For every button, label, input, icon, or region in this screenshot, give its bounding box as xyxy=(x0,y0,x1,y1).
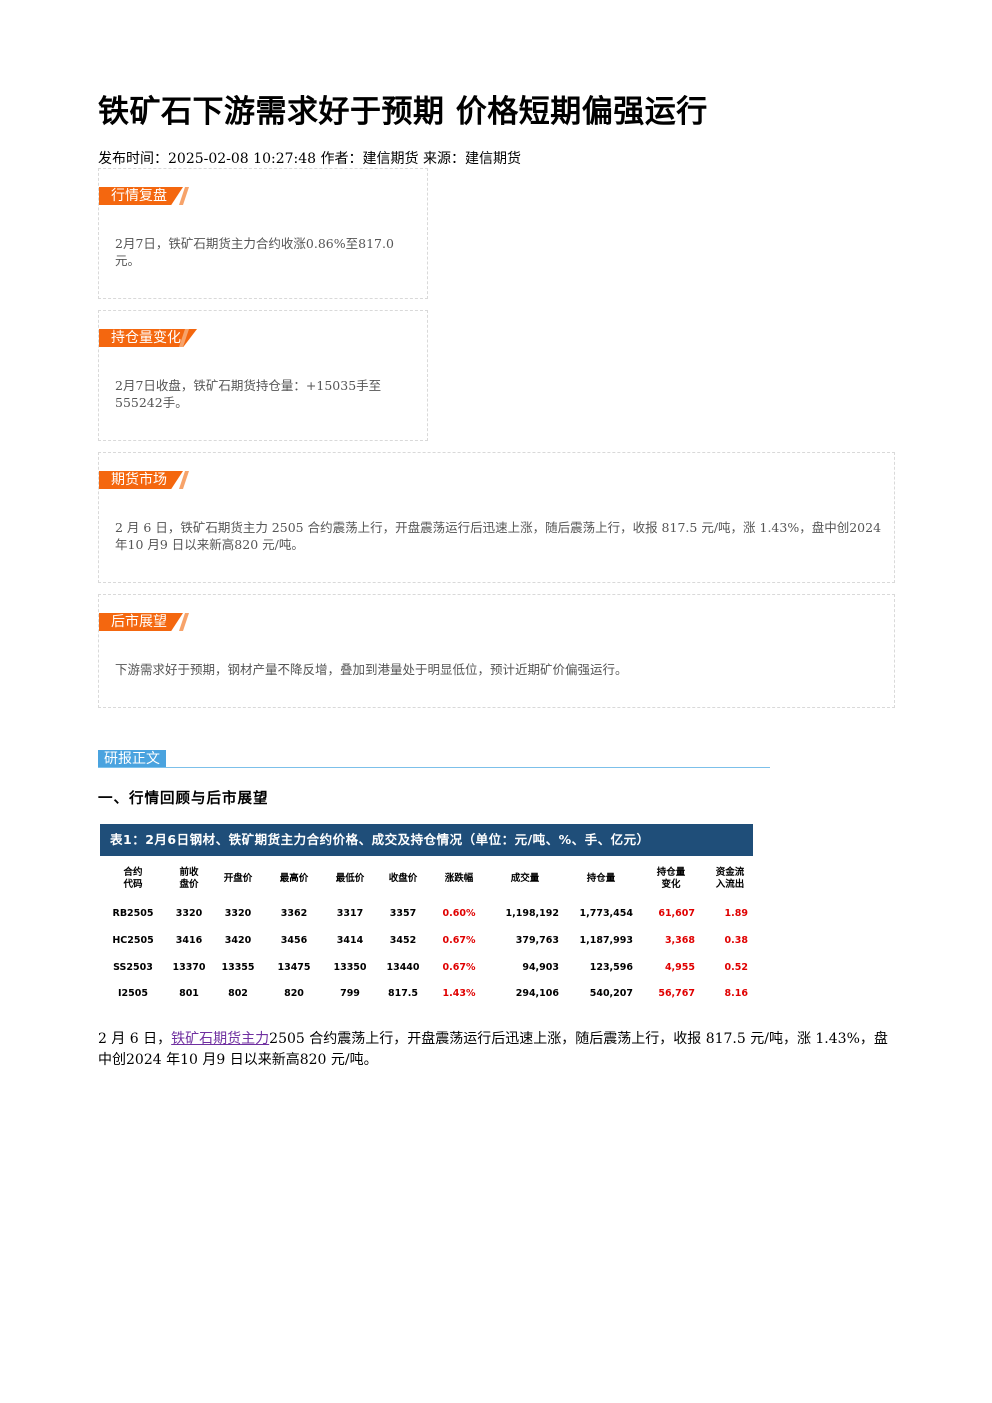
table-cell: 0.60% xyxy=(442,908,476,919)
tag-tail-decoration xyxy=(179,613,189,631)
section-futures-market: 期货市场 2 月 6 日，铁矿石期货主力 2505 合约震荡上行，开盘震荡运行后… xyxy=(98,452,895,583)
section-text: 下游需求好于预期，钢材产量不降反增，叠加到港量处于明显低位，预计近期矿价偏强运行… xyxy=(115,662,628,677)
table-cell: 3320 xyxy=(175,908,203,919)
section-open-interest: 持仓量变化 2月7日收盘，铁矿石期货持仓量：+15035手至555242手。 xyxy=(98,310,428,441)
table-cell: 0.67% xyxy=(442,935,476,946)
table-cell: 13355 xyxy=(221,962,255,973)
table-col-header-line: 代码 xyxy=(123,879,143,890)
table-col-header-line: 开盘价 xyxy=(223,873,253,884)
table-col-header-line: 资金流 xyxy=(715,867,745,878)
tag-tail-decoration xyxy=(179,187,189,205)
para-after: 2505 合约震荡上行，开盘震荡运行后迅速上涨，随后震荡上行，收报 817.5 … xyxy=(98,1031,888,1068)
table-cell: 13440 xyxy=(386,962,420,973)
table-cell: 1,198,192 xyxy=(505,908,560,919)
table-cell: 3317 xyxy=(336,908,364,919)
table-cell: 13475 xyxy=(277,962,311,973)
table-col-header-line: 成交量 xyxy=(510,873,540,884)
table-cell: 294,106 xyxy=(515,988,559,999)
section-text: 2月7日收盘，铁矿石期货持仓量：+15035手至555242手。 xyxy=(115,378,382,410)
table-cell: 13350 xyxy=(333,962,367,973)
table-col-header: 涨跌幅 xyxy=(434,873,484,885)
table-col-header-line: 变化 xyxy=(661,879,681,890)
tag-tail-decoration xyxy=(179,471,189,489)
section-text: 2月7日，铁矿石期货主力合约收涨0.86%至817.0元。 xyxy=(115,236,394,268)
table-col-header-line: 最低价 xyxy=(335,873,365,884)
table-cell: RB2505 xyxy=(112,908,154,919)
table-cell: 817.5 xyxy=(387,988,419,999)
section-tag: 后市展望 xyxy=(99,613,183,631)
table-col-header: 收盘价 xyxy=(378,873,428,885)
table-col-header: 最低价 xyxy=(325,873,375,885)
table-col-header: 前收 盘价 xyxy=(164,867,214,891)
tag-tail-decoration xyxy=(179,329,189,347)
table-col-header-line: 涨跌幅 xyxy=(444,873,474,884)
table-cell: 1.89 xyxy=(724,908,748,919)
section-market-review: 行情复盘 2月7日，铁矿石期货主力合约收涨0.86%至817.0元。 xyxy=(98,168,428,299)
section-outlook: 后市展望 下游需求好于预期，钢材产量不降反增，叠加到港量处于明显低位，预计近期矿… xyxy=(98,594,895,708)
table-cell: 540,207 xyxy=(589,988,633,999)
table-cell: 123,596 xyxy=(589,962,633,973)
table-col-header: 资金流 入流出 xyxy=(706,867,754,891)
report-body-tag: 研报正文 xyxy=(98,750,166,768)
table-cell: HC2505 xyxy=(112,935,154,946)
table-cell: I2505 xyxy=(118,988,148,999)
table-cell: 3320 xyxy=(224,908,252,919)
table-cell: 801 xyxy=(179,988,199,999)
table-cell: 94,903 xyxy=(522,962,559,973)
table-col-header-line: 持仓量 xyxy=(586,873,616,884)
section-heading: 一、行情回顾与后市展望 xyxy=(98,791,269,807)
table-cell: 0.67% xyxy=(442,962,476,973)
table-cell: 4,955 xyxy=(664,962,695,973)
table-cell: 820 xyxy=(284,988,304,999)
table-cell: 802 xyxy=(228,988,248,999)
section-tag: 期货市场 xyxy=(99,471,183,489)
table-cell: SS2503 xyxy=(113,962,153,973)
table-cell: 1,187,993 xyxy=(579,935,634,946)
page-title: 铁矿石下游需求好于预期 价格短期偏强运行 xyxy=(98,94,708,130)
publish-meta: 发布时间：2025-02-08 10:27:48 作者：建信期货 来源：建信期货 xyxy=(98,151,521,167)
table-cell: 1.43% xyxy=(442,988,476,999)
table-cell: 8.16 xyxy=(724,988,748,999)
table-col-header: 最高价 xyxy=(269,873,319,885)
table-cell: 3420 xyxy=(224,935,252,946)
section-tag: 持仓量变化 xyxy=(99,329,197,347)
table-cell: 3357 xyxy=(389,908,417,919)
table-cell: 1,773,454 xyxy=(579,908,634,919)
table-col-header-line: 盘价 xyxy=(179,879,199,890)
table-col-header-line: 持仓量 xyxy=(656,867,686,878)
table-cell: 13370 xyxy=(172,962,206,973)
table-caption: 表1：2月6日钢材、铁矿期货主力合约价格、成交及持仓情况（单位：元/吨、%、手、… xyxy=(100,824,753,856)
table-col-header: 合约 代码 xyxy=(105,867,161,891)
table-col-header-line: 前收 xyxy=(179,867,199,878)
table-cell: 0.38 xyxy=(724,935,748,946)
table-col-header-line: 合约 xyxy=(123,867,143,878)
para-link[interactable]: 铁矿石期货主力 xyxy=(171,1031,270,1047)
table-cell: 61,607 xyxy=(658,908,695,919)
table-cell: 3416 xyxy=(175,935,203,946)
para-before: 2 月 6 日， xyxy=(98,1031,172,1047)
report-divider xyxy=(98,767,770,768)
section-text: 2 月 6 日，铁矿石期货主力 2505 合约震荡上行，开盘震荡运行后迅速上涨，… xyxy=(115,520,882,552)
table-cell: 3452 xyxy=(389,935,417,946)
table-col-header-line: 收盘价 xyxy=(388,873,418,884)
futures-table: 表1：2月6日钢材、铁矿期货主力合约价格、成交及持仓情况（单位：元/吨、%、手、… xyxy=(100,824,753,1008)
section-tag: 行情复盘 xyxy=(99,187,183,205)
table-cell: 3456 xyxy=(280,935,308,946)
table-col-header: 持仓量 变化 xyxy=(641,867,701,891)
table-cell: 3362 xyxy=(280,908,308,919)
body-paragraph: 2 月 6 日，铁矿石期货主力2505 合约震荡上行，开盘震荡运行后迅速上涨，随… xyxy=(98,1029,898,1071)
table-col-header: 成交量 xyxy=(485,873,565,885)
table-cell: 3414 xyxy=(336,935,364,946)
table-col-header: 开盘价 xyxy=(213,873,263,885)
table-col-header: 持仓量 xyxy=(563,873,639,885)
table-col-header-line: 最高价 xyxy=(279,873,309,884)
table-cell: 3,368 xyxy=(664,935,695,946)
table-cell: 56,767 xyxy=(658,988,695,999)
table-cell: 0.52 xyxy=(724,962,748,973)
table-col-header-line: 入流出 xyxy=(715,879,745,890)
table-cell: 799 xyxy=(340,988,360,999)
table-cell: 379,763 xyxy=(515,935,559,946)
